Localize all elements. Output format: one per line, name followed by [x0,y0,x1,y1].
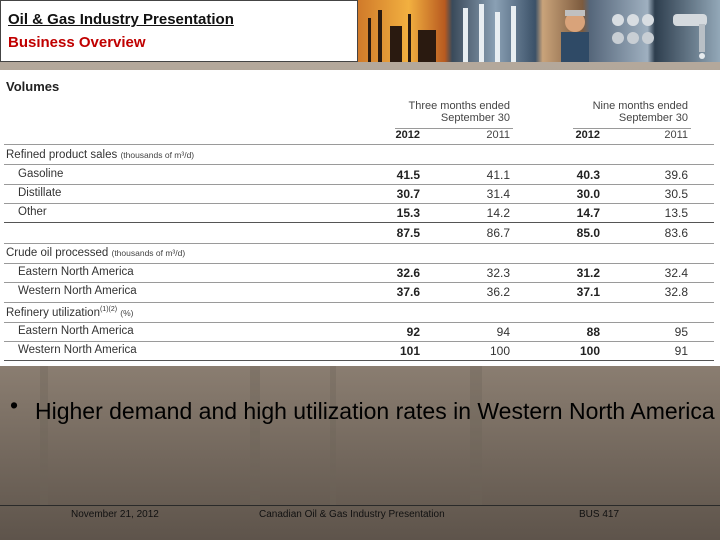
table-cell: 37.1 [576,285,600,299]
table-cell: 30.7 [396,187,420,201]
footer-course-code: BUS 417 [579,509,620,520]
table-cell: 88 [586,325,600,339]
table-rule [4,322,714,323]
table-cell: 32.6 [396,266,420,280]
presentation-title: Oil & Gas Industry Presentation [8,11,234,28]
table-cell: 41.5 [396,168,420,182]
row-label: Western North America [18,285,137,297]
total-cell: 87.5 [396,226,420,240]
table-cell: 15.3 [396,206,420,220]
row-label: Eastern North America [18,325,134,337]
table-cell: 32.8 [664,285,688,299]
row-label: Gasoline [18,168,64,180]
nine-months-line1: Nine months ended [592,100,688,112]
table-rule [4,302,714,303]
section-name: Refinery utilization [6,306,100,319]
table-cell: 14.7 [576,206,600,220]
year-header: 2011 [664,129,688,141]
table-cell: 31.2 [576,266,600,280]
row-label: Distillate [18,187,62,199]
table-rule [4,263,714,264]
footer-date: November 21, 2012 [71,509,159,520]
section-unit: (thousands of m³/d) [120,150,195,160]
section-label: Crude oil processed (thousands of m³/d) [6,247,185,259]
table-title: Volumes [6,79,60,94]
table-cell: 100 [579,344,600,358]
section-subtitle: Business Overview [8,34,146,51]
background-tower [40,366,48,506]
table-cell: 101 [399,344,420,358]
header-rule [395,128,513,129]
three-months-line1: Three months ended [408,100,510,112]
worker-photo [543,0,603,62]
storage-tanks-image [608,0,658,62]
table-cell: 37.6 [396,285,420,299]
background-tower [330,366,336,506]
table-cell: 36.2 [486,285,510,299]
footer-rule [0,505,720,506]
section-name: Crude oil processed [6,247,109,259]
background-tower [250,366,260,506]
total-cell: 85.0 [576,226,600,240]
row-label: Western North America [18,344,137,356]
table-rule [4,144,714,145]
refinery-silhouette-image [362,0,442,62]
table-rule [4,282,714,283]
table-rule [4,184,714,185]
industrial-stacks-image [453,0,533,62]
table-cell: 94 [496,325,510,339]
volumes-table: Volumes Three months ended September 30 … [0,70,720,366]
header-rule [573,128,691,129]
table-rule [4,164,714,165]
nine-months-header: Nine months ended September 30 [558,100,688,124]
table-cell: 30.5 [664,187,688,201]
header-photo-collage [358,0,720,62]
table-cell: 32.4 [664,266,688,280]
footnote-marker: (1)(2) [99,306,118,313]
section-label: Refined product sales (thousands of m³/d… [6,149,194,161]
table-cell: 40.3 [576,168,600,182]
section-unit: (thousands of m³/d) [111,248,186,258]
table-cell: 91 [674,344,688,358]
year-header: 2012 [575,129,600,141]
bullet-icon: • [10,392,19,418]
table-rule [4,203,714,204]
table-cell: 14.2 [486,206,510,220]
fuel-nozzle-image [663,0,720,62]
table-rule [4,360,714,361]
header-title-box: Oil & Gas Industry Presentation Business… [0,0,358,62]
table-cell: 41.1 [486,168,510,182]
bullet-text: Higher demand and high utilization rates… [35,398,715,424]
section-label: Refinery utilization(1)(2) (%) [6,306,134,319]
year-header: 2011 [486,129,510,141]
table-rule [4,341,714,342]
table-cell: 100 [489,344,510,358]
table-cell: 30.0 [576,187,600,201]
nine-months-line2: September 30 [618,112,688,124]
table-cell: 92 [406,325,420,339]
total-rule [4,222,714,223]
year-header: 2012 [395,129,420,141]
total-cell: 86.7 [486,226,510,240]
total-cell: 83.6 [664,226,688,240]
row-label: Other [18,206,47,218]
table-cell: 32.3 [486,266,510,280]
table-cell: 13.5 [664,206,688,220]
three-months-header: Three months ended September 30 [380,100,510,124]
table-cell: 39.6 [664,168,688,182]
section-name: Refined product sales [6,149,118,161]
table-rule [4,243,714,244]
three-months-line2: September 30 [440,112,510,124]
row-label: Eastern North America [18,266,134,278]
section-unit: (%) [120,307,134,318]
table-cell: 95 [674,325,688,339]
table-cell: 31.4 [486,187,510,201]
background-tower [470,366,482,506]
footer-presentation-title: Canadian Oil & Gas Industry Presentation [259,509,445,520]
